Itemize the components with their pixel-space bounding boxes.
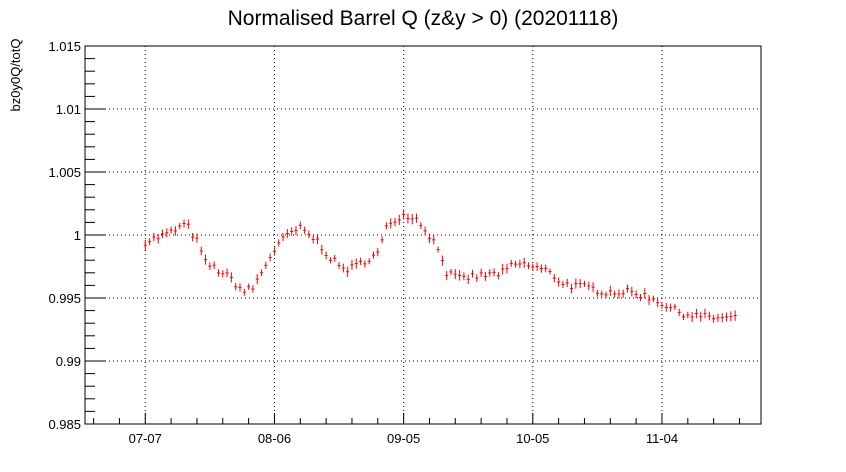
x-tick-label: 09-05 xyxy=(387,431,420,446)
x-tick-label: 10-05 xyxy=(516,431,549,446)
chart-title: Normalised Barrel Q (z&y > 0) (20201118) xyxy=(228,7,619,30)
y-tick-label: 1.01 xyxy=(56,102,81,117)
axes: 0.985 0.99 0.995 1 1.005 1.01 1.015 07-07 08-06 0… xyxy=(48,39,740,446)
y-tick-label: 0.985 xyxy=(48,417,81,432)
grid-lines xyxy=(85,46,761,424)
x-tick-label: 07-07 xyxy=(129,431,162,446)
y-tick-label: 0.99 xyxy=(56,354,81,369)
y-tick-label: 1.005 xyxy=(48,165,81,180)
data-points xyxy=(143,209,737,323)
y-tick-label: 1 xyxy=(74,228,81,243)
x-tick-label: 08-06 xyxy=(258,431,291,446)
y-axis-label: bz0y0Q/totQ xyxy=(8,39,23,112)
y-tick-label: 0.995 xyxy=(48,291,81,306)
x-tick-label: 11-04 xyxy=(646,431,678,446)
y-tick-label: 1.015 xyxy=(48,39,81,54)
